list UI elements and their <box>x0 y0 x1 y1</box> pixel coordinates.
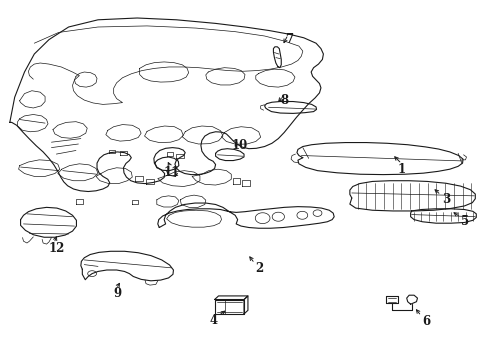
Text: 1: 1 <box>398 163 406 176</box>
Text: 5: 5 <box>462 215 469 228</box>
Text: 4: 4 <box>209 314 217 327</box>
Text: 7: 7 <box>285 33 293 46</box>
Text: 8: 8 <box>280 94 288 107</box>
Text: 10: 10 <box>232 139 248 152</box>
Text: 6: 6 <box>422 315 430 328</box>
Text: 2: 2 <box>256 262 264 275</box>
Text: 3: 3 <box>442 193 450 206</box>
Text: 11: 11 <box>163 166 180 179</box>
Text: 9: 9 <box>114 287 122 300</box>
Text: 12: 12 <box>48 242 65 255</box>
